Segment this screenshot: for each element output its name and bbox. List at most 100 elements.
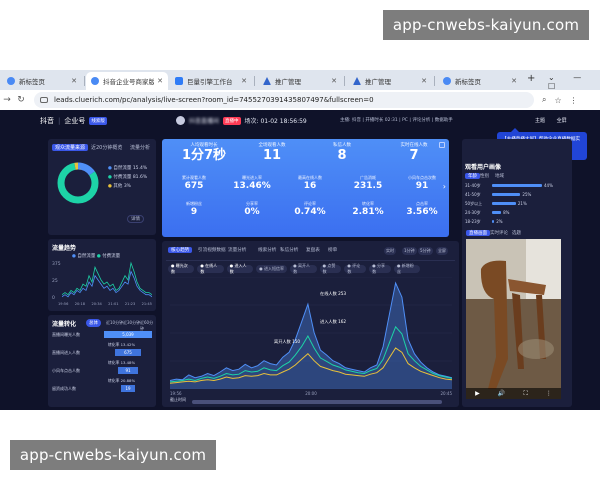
metric-chip[interactable]: ● 新增粉丝 <box>394 263 421 274</box>
trend-x-axis: 19:56 20:18 20:34 21:01 21:23 21:45 <box>58 302 152 306</box>
metric-chip[interactable]: ● 在线人数 <box>197 263 224 274</box>
main-tab[interactable]: 榜单 <box>328 248 338 253</box>
main-tab[interactable]: 流量分析 <box>228 248 247 253</box>
new-tab-button[interactable]: + <box>527 73 536 84</box>
tab-live-screen[interactable]: 直播画面 <box>466 230 490 236</box>
main-tab[interactable]: 核心趋势 <box>168 247 193 253</box>
browser-tab[interactable]: 新标签页 ✕ <box>438 72 522 90</box>
metric-item: 广告消耗 231.5 <box>340 175 396 191</box>
forward-icon[interactable]: → <box>3 95 11 105</box>
metric-chip[interactable]: ● 分享数 <box>369 263 391 274</box>
close-icon[interactable]: ✕ <box>71 77 77 85</box>
metric-value: 231.5 <box>353 181 383 191</box>
tab-overall[interactable]: 总体 <box>86 319 101 327</box>
age-bar <box>492 202 516 205</box>
fullscreen-icon[interactable]: ⛶ <box>523 389 528 397</box>
volume-icon[interactable]: 🔊 <box>497 390 506 397</box>
browser-tab-active[interactable]: 抖音企业号商家版 ✕ <box>86 72 168 90</box>
metric-chip[interactable]: ● 离开人数 <box>290 263 317 274</box>
chart-control[interactable]: 全屏 <box>436 247 448 255</box>
expand-icon[interactable] <box>439 142 445 148</box>
browser-tab[interactable]: 巨量引擎工作台 ✕ <box>170 72 252 90</box>
main-tab[interactable]: 引流视频数据 <box>198 248 226 253</box>
fullscreen-button[interactable]: 全屏 <box>556 118 567 124</box>
close-icon[interactable]: ✕ <box>157 77 163 85</box>
tab-live-comments[interactable]: 实时评论 <box>490 231 508 236</box>
browser-tab[interactable]: 新标签页 ✕ <box>2 72 82 90</box>
more-icon[interactable]: ⋮ <box>545 390 552 397</box>
metric-chip[interactable]: ● 进入短信率 <box>256 265 288 273</box>
metric-item: 累计观看人数 675 <box>166 175 222 191</box>
window-controls[interactable]: ⌄ — ☐ <box>548 73 590 91</box>
age-label: 31-40岁 <box>465 183 481 188</box>
theme-button[interactable]: 主题 <box>535 118 546 124</box>
tab-age[interactable]: 年龄 <box>465 173 480 179</box>
close-icon[interactable]: ✕ <box>331 77 337 85</box>
tab-separator <box>434 76 435 86</box>
x-tick: 19:56 <box>170 391 182 396</box>
browser-tab[interactable]: 推广管理 ✕ <box>348 72 432 90</box>
tab-20min[interactable]: 近20分钟概览 <box>91 145 123 151</box>
tab-region[interactable]: 地域 <box>495 174 504 179</box>
chart-control[interactable]: 1分钟 <box>402 247 417 255</box>
tab-traffic-analysis[interactable]: 流量分析 <box>130 145 151 151</box>
scrollbar-thumb[interactable] <box>192 400 442 404</box>
metric-item: 实时在线人数 7 <box>384 142 444 163</box>
metric-label: 全场观看人数 <box>258 143 286 148</box>
url-text: leads.cluerich.com/pc/analysis/live-scre… <box>54 96 374 104</box>
close-icon[interactable]: ✕ <box>511 77 517 85</box>
play-icon[interactable]: ▶ <box>475 390 480 397</box>
chevron-right-icon[interactable]: › <box>442 182 446 191</box>
brand: 抖音 | 企业号 线索版 <box>40 117 107 125</box>
tab-10min[interactable]: 近10分钟 <box>106 320 124 325</box>
close-icon[interactable]: ✕ <box>421 77 427 85</box>
tab-separator <box>84 76 85 86</box>
chart-control[interactable]: 实时 <box>384 247 396 255</box>
series-line-leave <box>170 347 452 384</box>
main-tab[interactable]: 私信分析 <box>280 248 299 253</box>
age-label: 41-50岁 <box>465 192 481 197</box>
live-badge: 直播中 <box>223 116 241 125</box>
session-time[interactable]: 场次: 01-02 18:56:59 <box>244 118 307 125</box>
metric-chip[interactable]: ● 曝光次数 <box>168 263 195 274</box>
tab-label: 推广管理 <box>365 78 391 86</box>
metric-value: 675 <box>184 181 204 191</box>
trend-legend: ● 自然流量 ● 付费流量 <box>72 254 121 259</box>
y-tick: 375 <box>52 262 61 267</box>
tab-topics[interactable]: 选题 <box>512 231 521 236</box>
reload-icon[interactable]: ↻ <box>17 95 25 105</box>
bookmark-star-icon[interactable]: ☆ <box>554 95 562 105</box>
tab-60min[interactable]: 近60分钟 <box>140 320 154 331</box>
legend-item: ● 其他 3% <box>108 184 131 189</box>
metric-item: 小风车点击次数 91 <box>394 175 450 191</box>
tab-gender[interactable]: 性别 <box>480 174 489 179</box>
tab-traffic-source[interactable]: 观众流量来源 <box>52 144 89 151</box>
funnel-label: 直播间曝光人数 <box>52 332 80 337</box>
age-bar <box>492 220 495 223</box>
chart-control[interactable]: 5分钟 <box>418 247 433 255</box>
main-tab[interactable]: 线索分析 <box>258 248 277 253</box>
url-input[interactable]: leads.cluerich.com/pc/analysis/live-scre… <box>34 92 534 108</box>
site-info-icon[interactable] <box>40 97 48 103</box>
timeline-scrollbar[interactable] <box>192 400 442 404</box>
series-line-natural <box>62 270 152 298</box>
zoom-icon[interactable]: ⌕ <box>542 95 547 104</box>
metric-label: 最高在线人数 <box>298 175 322 180</box>
metric-chip[interactable]: ● 进入人数 <box>226 263 254 274</box>
live-video[interactable]: ▶ 🔊 ⛶ ⋮ <box>466 239 561 399</box>
metric-label: 转化率 <box>362 201 374 206</box>
main-tab[interactable]: 复盘表 <box>306 248 320 253</box>
age-label: 18-23岁 <box>465 219 481 224</box>
metric-label: 新增粉丝 <box>186 201 202 206</box>
y-tick: 25 <box>52 279 58 284</box>
tab-30min[interactable]: 近30分钟 <box>123 320 141 325</box>
browser-tab[interactable]: 推广管理 ✕ <box>258 72 342 90</box>
metric-value: 13.46% <box>233 181 271 191</box>
metric-label: 私信人数 <box>333 143 351 148</box>
close-icon[interactable]: ✕ <box>241 77 247 85</box>
menu-icon[interactable]: ⋮ <box>569 95 578 105</box>
detail-button[interactable]: 详情 <box>127 215 144 223</box>
metric-chip[interactable]: ● 评论数 <box>344 263 367 274</box>
series-line-paid <box>62 261 152 296</box>
metric-chip[interactable]: ● 点赞数 <box>319 263 342 274</box>
